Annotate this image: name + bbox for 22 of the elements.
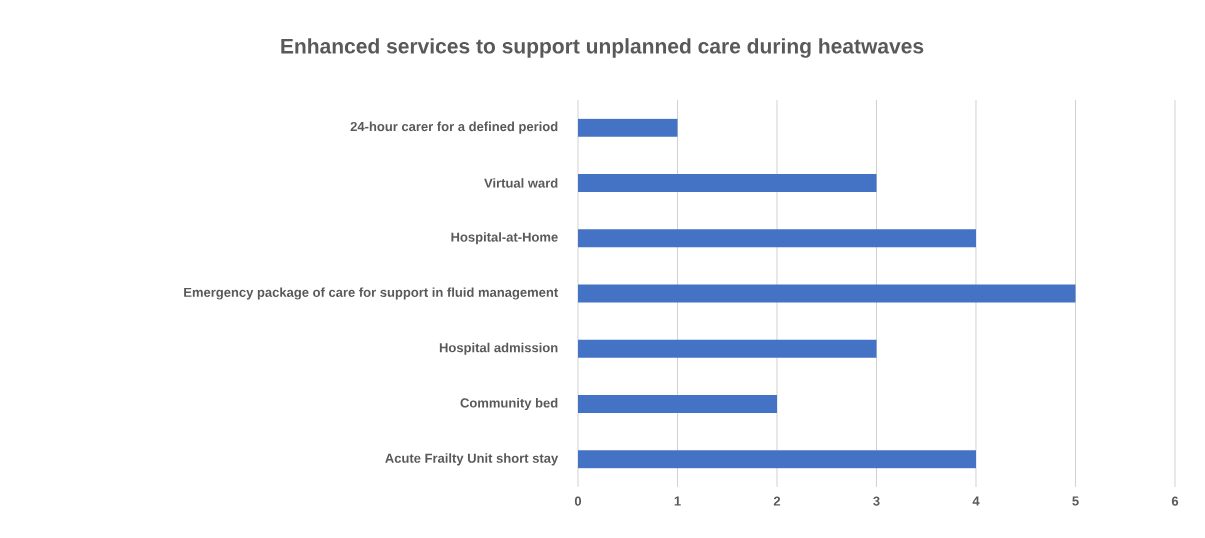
x-tick-label: 4 [972,496,980,506]
bar [578,118,678,137]
x-tick-label: 5 [1072,496,1079,506]
x-tick-label: 6 [1171,496,1179,506]
y-tick-label: Emergency package of care for support in fluid management [184,287,559,300]
x-tick-label: 3 [873,496,880,506]
x-tick-label: 0 [574,496,582,506]
y-tick-label: 24-hour carer for a defined period [350,121,558,134]
chart-title: Enhanced services to support unplanned care during heatwaves [281,38,924,58]
bar [578,339,877,358]
bar [578,229,976,248]
y-tick-label: Hospital-at-Home [451,232,558,245]
x-tick-label: 1 [674,496,681,506]
bar [578,450,976,469]
y-tick-label: Hospital admission [439,342,558,355]
bar [578,284,1076,303]
bar [578,395,777,414]
bar [578,173,877,192]
y-tick-label: Community bed [460,398,558,411]
y-tick-label: Acute Frailty Unit short stay [385,453,559,466]
x-tick-label: 2 [773,496,781,506]
y-tick-label: Virtual ward [484,178,558,188]
